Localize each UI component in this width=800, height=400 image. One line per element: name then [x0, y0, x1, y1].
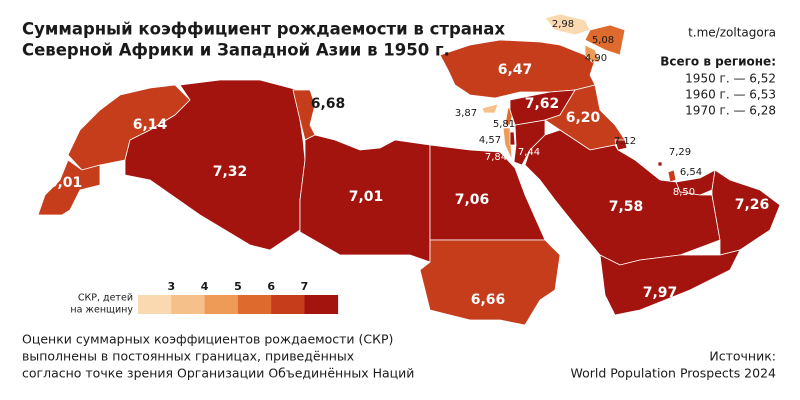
footnote-line: выполнены в постоянных границах, приведё… — [22, 349, 354, 364]
region-value-label: 7,32 — [213, 164, 248, 180]
region-value-label: 7,84 — [485, 152, 507, 163]
region — [711, 169, 781, 256]
region-value-label: 6,14 — [133, 117, 168, 133]
region — [124, 79, 306, 251]
legend-label: на женщину — [70, 305, 133, 316]
region — [524, 129, 721, 266]
legend-tick-label: 6 — [267, 280, 275, 293]
region-value-label: 5,81 — [493, 119, 515, 130]
totals-row: 1950 г. — 6,52 — [685, 72, 776, 86]
title-line: Суммарный коэффициент рождаемости в стра… — [22, 20, 505, 39]
legend-swatch — [271, 295, 305, 314]
region-value-label: 6,01 — [48, 175, 83, 191]
handle: t.me/zoltagora — [688, 26, 776, 40]
region-value-label: 2,98 — [552, 19, 574, 30]
legend-label: СКР, детей — [78, 293, 133, 304]
legend-swatch — [171, 295, 205, 314]
region — [419, 239, 561, 326]
region-value-label: 8,50 — [673, 187, 695, 198]
region-value-label: 7,44 — [518, 147, 540, 158]
region-value-label: 7,97 — [643, 285, 678, 301]
region — [657, 161, 663, 167]
region — [584, 44, 601, 63]
source-name: World Population Prospects 2024 — [571, 366, 777, 381]
region-value-label: 7,62 — [525, 96, 560, 112]
region-value-label: 7,26 — [735, 197, 770, 213]
region-value-label: 6,68 — [311, 96, 346, 112]
region-value-label: 7,01 — [349, 189, 384, 205]
title-line: Северной Африки и Западной Азии в 1950 г… — [22, 41, 450, 60]
region-value-label: 7,29 — [669, 147, 691, 158]
region-value-label: 6,66 — [471, 292, 506, 308]
legend-swatch — [237, 295, 272, 314]
totals-heading: Всего в регионе: — [660, 55, 776, 69]
legend-tick-label: 3 — [167, 280, 175, 293]
region — [584, 24, 626, 56]
legend-tick-label: 5 — [234, 280, 242, 293]
region-value-label: 6,20 — [566, 110, 601, 126]
region-value-label: 5,08 — [592, 35, 614, 46]
legend-swatch — [138, 295, 172, 314]
region-value-label: 4,90 — [585, 53, 607, 64]
legend-swatch — [304, 295, 339, 314]
region — [292, 89, 316, 141]
totals-row: 1970 г. — 6,28 — [685, 104, 776, 118]
footnote-line: согласно точке зрения Организации Объеди… — [22, 366, 414, 381]
region — [37, 159, 101, 216]
region-value-label: 4,57 — [479, 135, 501, 146]
legend-tick-label: 7 — [301, 280, 309, 293]
region — [513, 119, 546, 166]
region — [614, 139, 628, 151]
legend-tick-label: 4 — [201, 280, 209, 293]
map: 6,14 6,01 7,32 6,68 7,01 7,06 6,66 6,47 2,98 4,90… — [37, 13, 781, 326]
footnote-line: Оценки суммарных коэффициентов рождаемос… — [22, 332, 393, 347]
region — [509, 131, 516, 146]
region-value-label: 6,54 — [680, 167, 702, 178]
region — [599, 249, 741, 316]
legend-swatch — [204, 295, 239, 314]
legend: 3 4 5 6 7 — [138, 280, 339, 314]
region-value-label: 3,87 — [455, 108, 477, 119]
region-value-label: 6,47 — [498, 62, 533, 78]
region-value-label: 7,58 — [609, 199, 644, 215]
region — [481, 103, 499, 114]
region — [667, 169, 677, 183]
region-value-label: 7,12 — [614, 136, 636, 147]
source-label: Источник: — [709, 349, 776, 364]
totals-row: 1960 г. — 6,53 — [685, 88, 776, 102]
region-value-label: 7,06 — [455, 192, 490, 208]
